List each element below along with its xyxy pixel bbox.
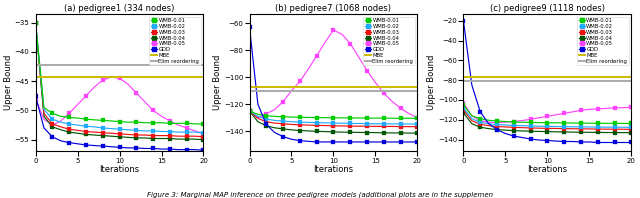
Legend: WMB-0.01, WMB-0.02, WMB-0.03, WMB-0.04, WMB-0.05, GDD, MBE, Elim reordering: WMB-0.01, WMB-0.02, WMB-0.03, WMB-0.04, … [149,17,201,65]
Title: (b) pedigree7 (1068 nodes): (b) pedigree7 (1068 nodes) [275,4,392,13]
Y-axis label: Upper Bound: Upper Bound [214,55,223,110]
Title: (c) pedigree9 (1118 nodes): (c) pedigree9 (1118 nodes) [490,4,605,13]
X-axis label: Iterations: Iterations [314,165,353,174]
Legend: WMB-0.01, WMB-0.02, WMB-0.03, WMB-0.04, WMB-0.05, GDD, MBE, Elim reordering: WMB-0.01, WMB-0.02, WMB-0.03, WMB-0.04, … [577,17,628,65]
X-axis label: Iterations: Iterations [527,165,568,174]
Legend: WMB-0.01, WMB-0.02, WMB-0.03, WMB-0.04, WMB-0.05, GDD, MBE, Elim reordering: WMB-0.01, WMB-0.02, WMB-0.03, WMB-0.04, … [364,17,415,65]
Y-axis label: Upper Bound: Upper Bound [4,55,13,110]
Y-axis label: Upper Bound: Upper Bound [428,55,436,110]
Title: (a) pedigree1 (334 nodes): (a) pedigree1 (334 nodes) [65,4,175,13]
Text: Figure 3: Marginal MAP inference on three pedigree models (additional plots are : Figure 3: Marginal MAP inference on thre… [147,191,493,198]
X-axis label: Iterations: Iterations [99,165,140,174]
